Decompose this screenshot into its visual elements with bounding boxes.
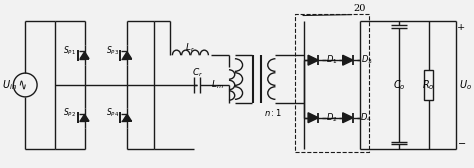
Bar	[295, 14, 369, 152]
Polygon shape	[308, 113, 319, 123]
Text: $C_r$: $C_r$	[191, 67, 203, 79]
Polygon shape	[123, 114, 132, 121]
Text: $L_m$: $L_m$	[211, 79, 223, 91]
Text: $D_{4}$: $D_{4}$	[361, 112, 373, 124]
Text: $n:1$: $n:1$	[264, 107, 282, 118]
Text: $S_{P4}$: $S_{P4}$	[106, 107, 119, 119]
Polygon shape	[343, 55, 353, 65]
Text: $U_o$: $U_o$	[459, 78, 472, 92]
Text: $D_{3}$: $D_{3}$	[361, 54, 372, 67]
Text: $-$: $-$	[457, 138, 466, 147]
Polygon shape	[123, 52, 132, 59]
Polygon shape	[80, 52, 89, 59]
Text: +: +	[457, 23, 465, 32]
Polygon shape	[343, 113, 353, 123]
Text: $S_{P2}$: $S_{P2}$	[63, 107, 76, 119]
Text: $U_{in}$: $U_{in}$	[2, 78, 17, 92]
Text: $C_o$: $C_o$	[393, 78, 405, 92]
Bar	[424, 70, 433, 100]
Text: $L_r$: $L_r$	[185, 41, 195, 54]
Text: $S_{P1}$: $S_{P1}$	[63, 44, 76, 56]
Text: $D_{2}$: $D_{2}$	[326, 112, 337, 124]
Text: $R_o$: $R_o$	[422, 78, 435, 92]
Polygon shape	[308, 55, 319, 65]
Text: $S_{P3}$: $S_{P3}$	[106, 44, 119, 56]
Text: $D_{1}$: $D_{1}$	[326, 54, 337, 67]
Polygon shape	[80, 114, 89, 121]
Text: 20: 20	[353, 4, 366, 13]
